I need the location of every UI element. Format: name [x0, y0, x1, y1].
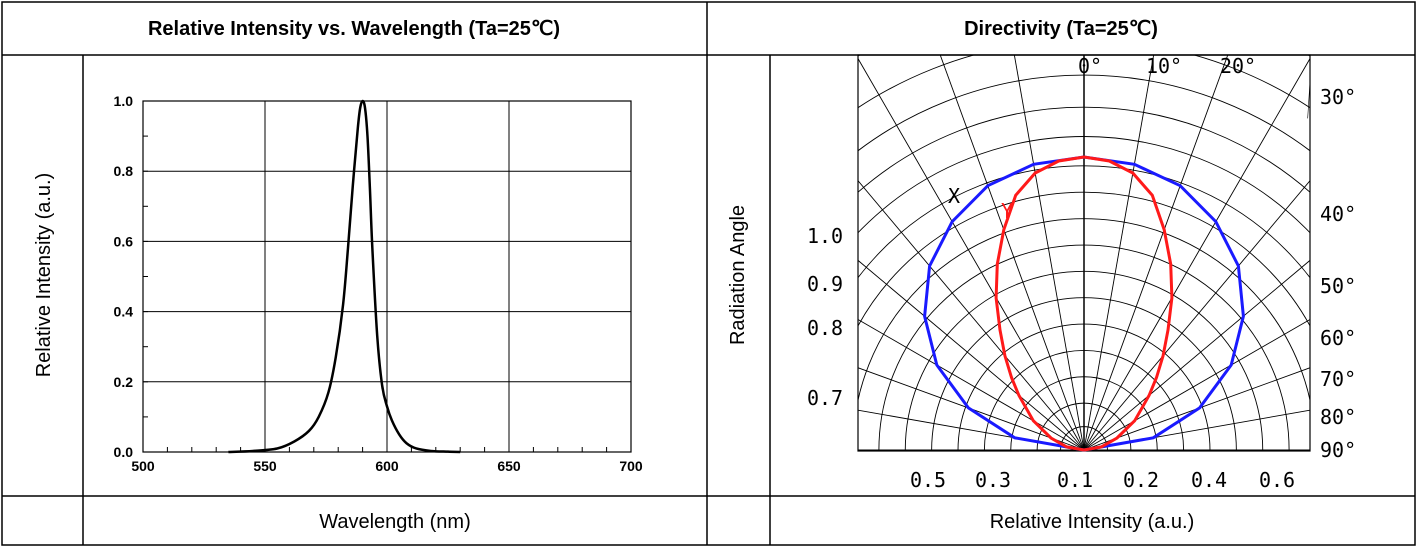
polar-grid-radial	[1309, 147, 1310, 148]
polar-grid-radial	[858, 318, 1085, 451]
polar-grid-radial	[858, 259, 1085, 451]
polar-intensity-label: 0.1	[1057, 468, 1093, 492]
polar-grid-radial	[1013, 55, 1085, 451]
polar-angle-label: 70°	[1320, 367, 1356, 391]
polar-grid-arc	[858, 55, 1310, 109]
polar-grid-radial	[1083, 57, 1310, 451]
polar-grid-radial	[1083, 179, 1310, 451]
polar-grid-radial	[1083, 318, 1310, 451]
polar-intensity-label: 0.6	[1259, 468, 1295, 492]
polar-cos-label: 0.7	[807, 386, 843, 410]
left-y-axis-label: Relative Intensity (a.u.)	[33, 173, 55, 378]
polar-angle-label: 30°	[1320, 85, 1356, 109]
polar-angle-label: 50°	[1320, 274, 1356, 298]
polar-grid-radial	[1309, 265, 1310, 267]
spectrum-x-tick-label: 600	[375, 458, 399, 474]
spectrum-series-line	[228, 99, 461, 454]
spectrum-y-tick-label: 0.6	[114, 233, 134, 249]
polar-angle-label: 60°	[1320, 326, 1356, 350]
spectrum-y-tick-label: 0.8	[114, 163, 134, 179]
right-x-axis-label: Relative Intensity (a.u.)	[990, 511, 1195, 533]
spectrum-y-tick-label: 0.2	[114, 374, 134, 390]
spectrum-y-tick-label: 0.0	[114, 444, 134, 460]
polar-angle-label: 20°	[1220, 54, 1256, 78]
polar-series-label-y: Y	[1001, 199, 1013, 223]
polar-grid-radial	[858, 179, 1085, 451]
polar-intensity-label: 0.3	[975, 468, 1011, 492]
spectrum-x-tick-label: 700	[619, 458, 643, 474]
polar-cos-label: 0.8	[807, 316, 843, 340]
polar-angle-label: 90°	[1320, 438, 1356, 462]
spectrum-x-tick-label: 500	[131, 458, 155, 474]
polar-angle-label: 80°	[1320, 405, 1356, 429]
right-y-axis-label: Radiation Angle	[727, 205, 749, 345]
polar-angle-label: 40°	[1320, 202, 1356, 226]
polar-intensity-label: 0.4	[1191, 468, 1227, 492]
polar-grid-radial	[858, 367, 1085, 451]
polar-intensity-label: 0.2	[1123, 468, 1159, 492]
directivity-chart: X Y 0° 10° 20° 30° 40° 50° 60° 70° 80° 90° 1.0 0.9 0.8…	[571, 0, 1418, 492]
polar-series-y	[994, 155, 1174, 452]
polar-grid-radial	[1309, 325, 1310, 326]
spectrum-plot-area	[142, 100, 632, 453]
spectrum-chart: 500 550 600 650 700 0.0 0.2 0.4 0.6 0.8 1.0	[114, 93, 643, 474]
polar-grid-radial	[858, 57, 1085, 451]
left-panel-title: Relative Intensity vs. Wavelength (Ta=25…	[148, 18, 560, 40]
polar-grid-radial	[858, 409, 1085, 451]
polar-intensity-label: 0.5	[910, 468, 946, 492]
spectrum-x-tick-label: 550	[253, 458, 277, 474]
polar-grid-radial	[939, 55, 1085, 451]
polar-grid-radial	[1083, 259, 1310, 451]
right-panel-title: Directivity (Ta=25℃)	[964, 18, 1158, 40]
polar-grid-arc	[571, 0, 1418, 450]
spectrum-x-tick-label: 650	[497, 458, 521, 474]
polar-series-label-x: X	[948, 184, 960, 208]
polar-grid-radial	[1083, 55, 1229, 451]
polar-grid-radial	[1083, 367, 1310, 451]
polar-angle-label: 10°	[1146, 54, 1182, 78]
polar-angle-label: 0°	[1078, 54, 1102, 78]
polar-cos-label: 1.0	[807, 224, 843, 248]
left-x-axis-label: Wavelength (nm)	[319, 511, 471, 533]
polar-cos-label: 0.9	[807, 272, 843, 296]
spectrum-y-tick-label: 0.4	[114, 304, 134, 320]
spectrum-y-tick-label: 1.0	[114, 93, 134, 109]
polar-grid-radial	[1083, 409, 1310, 451]
polar-grid-radial	[1083, 55, 1155, 451]
